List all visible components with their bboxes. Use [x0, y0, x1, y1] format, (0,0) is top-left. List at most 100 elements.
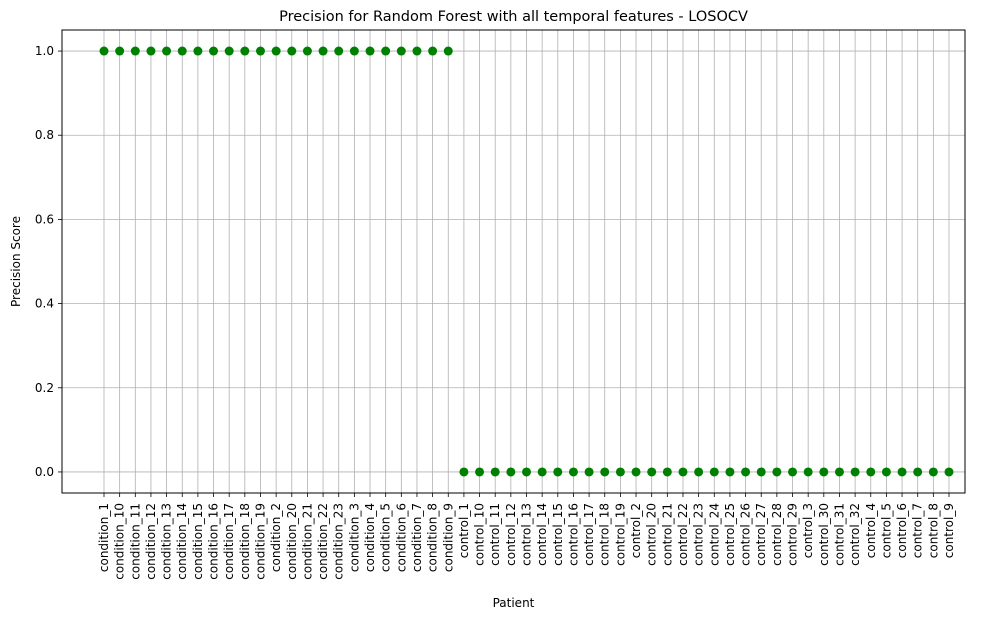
x-axis-ticks: condition_1 condition_10 condition_11 condi…: [97, 493, 956, 580]
data-point: [678, 467, 688, 477]
x-tick-label: control_16: [566, 503, 580, 566]
x-tick-label: condition_22: [316, 503, 330, 580]
x-tick-label: control_27: [754, 503, 768, 566]
data-point: [615, 467, 625, 477]
x-tick-label: condition_6: [394, 503, 408, 572]
data-point: [146, 46, 156, 56]
y-tick-label: 0.0: [35, 465, 54, 479]
data-point: [756, 467, 766, 477]
data-point: [255, 46, 265, 56]
data-point: [287, 46, 297, 56]
x-tick-label: condition_5: [379, 503, 393, 572]
data-point: [99, 46, 109, 56]
data-point: [318, 46, 328, 56]
data-point: [428, 46, 438, 56]
x-tick-label: control_4: [864, 503, 878, 558]
data-point: [365, 46, 375, 56]
y-tick-label: 0.2: [35, 381, 54, 395]
x-tick-label: control_17: [582, 503, 596, 566]
x-axis-label: Patient: [493, 596, 535, 610]
x-tick-label: control_25: [723, 503, 737, 566]
x-tick-label: control_32: [848, 503, 862, 566]
x-tick-label: control_11: [488, 503, 502, 566]
x-tick-label: condition_21: [300, 503, 314, 580]
x-tick-label: control_31: [832, 503, 846, 566]
data-point: [897, 467, 907, 477]
data-point: [803, 467, 813, 477]
x-tick-label: control_12: [504, 503, 518, 566]
x-tick-label: condition_18: [238, 503, 252, 580]
x-tick-label: control_7: [911, 503, 925, 558]
data-point: [694, 467, 704, 477]
data-point: [349, 46, 359, 56]
data-point: [506, 467, 516, 477]
data-point: [475, 467, 485, 477]
x-tick-label: control_13: [520, 503, 534, 566]
x-tick-label: condition_15: [191, 503, 205, 580]
x-tick-label: condition_4: [363, 503, 377, 572]
data-point: [834, 467, 844, 477]
data-point: [944, 467, 954, 477]
x-tick-label: control_19: [613, 503, 627, 566]
data-point: [662, 467, 672, 477]
data-point: [631, 467, 641, 477]
x-tick-label: condition_19: [253, 503, 267, 580]
x-tick-label: control_9: [942, 503, 956, 558]
x-tick-label: condition_13: [160, 503, 174, 580]
x-tick-label: condition_20: [285, 503, 299, 580]
data-point: [271, 46, 281, 56]
data-point: [866, 467, 876, 477]
x-tick-label: control_23: [692, 503, 706, 566]
x-tick-label: control_14: [535, 503, 549, 566]
data-point: [553, 467, 563, 477]
x-tick-label: condition_9: [441, 503, 455, 572]
x-tick-label: condition_14: [175, 503, 189, 580]
data-point: [302, 46, 312, 56]
y-tick-label: 0.4: [35, 297, 54, 311]
data-point: [537, 467, 547, 477]
data-point: [490, 467, 500, 477]
data-point: [381, 46, 391, 56]
data-point: [209, 46, 219, 56]
x-tick-label: condition_17: [222, 503, 236, 580]
y-tick-label: 1.0: [35, 44, 54, 58]
data-point: [772, 467, 782, 477]
x-tick-label: control_2: [629, 503, 643, 558]
data-point: [913, 467, 923, 477]
plot-area-frame: [61, 29, 966, 494]
y-axis-label: Precision Score: [9, 216, 23, 307]
x-tick-label: control_15: [551, 503, 565, 566]
x-tick-label: control_10: [473, 503, 487, 566]
x-tick-label: control_21: [660, 503, 674, 566]
x-tick-label: condition_12: [144, 503, 158, 580]
data-point: [115, 46, 125, 56]
x-tick-label: condition_3: [347, 503, 361, 572]
data-point: [162, 46, 172, 56]
x-tick-label: control_6: [895, 503, 909, 558]
data-point: [725, 467, 735, 477]
x-tick-label: control_18: [598, 503, 612, 566]
x-tick-label: condition_1: [97, 503, 111, 572]
data-points: [99, 46, 954, 477]
y-axis-ticks: 0.0 0.2 0.4 0.6 0.8 1.0: [35, 44, 62, 479]
data-point: [584, 467, 594, 477]
data-point: [224, 46, 234, 56]
data-point: [928, 467, 938, 477]
y-tick-label: 0.8: [35, 128, 54, 142]
y-tick-label: 0.6: [35, 212, 54, 226]
data-point: [459, 467, 469, 477]
data-point: [177, 46, 187, 56]
x-tick-label: control_20: [645, 503, 659, 566]
data-point: [881, 467, 891, 477]
data-point: [130, 46, 140, 56]
x-tick-label: control_22: [676, 503, 690, 566]
x-tick-label: condition_11: [128, 503, 142, 580]
chart-title: Precision for Random Forest with all tem…: [279, 9, 748, 25]
x-tick-label: control_28: [770, 503, 784, 566]
x-tick-label: control_5: [879, 503, 893, 558]
data-point: [568, 467, 578, 477]
x-tick-label: condition_2: [269, 503, 283, 572]
x-tick-label: condition_10: [113, 503, 127, 580]
x-tick-label: control_26: [739, 503, 753, 566]
